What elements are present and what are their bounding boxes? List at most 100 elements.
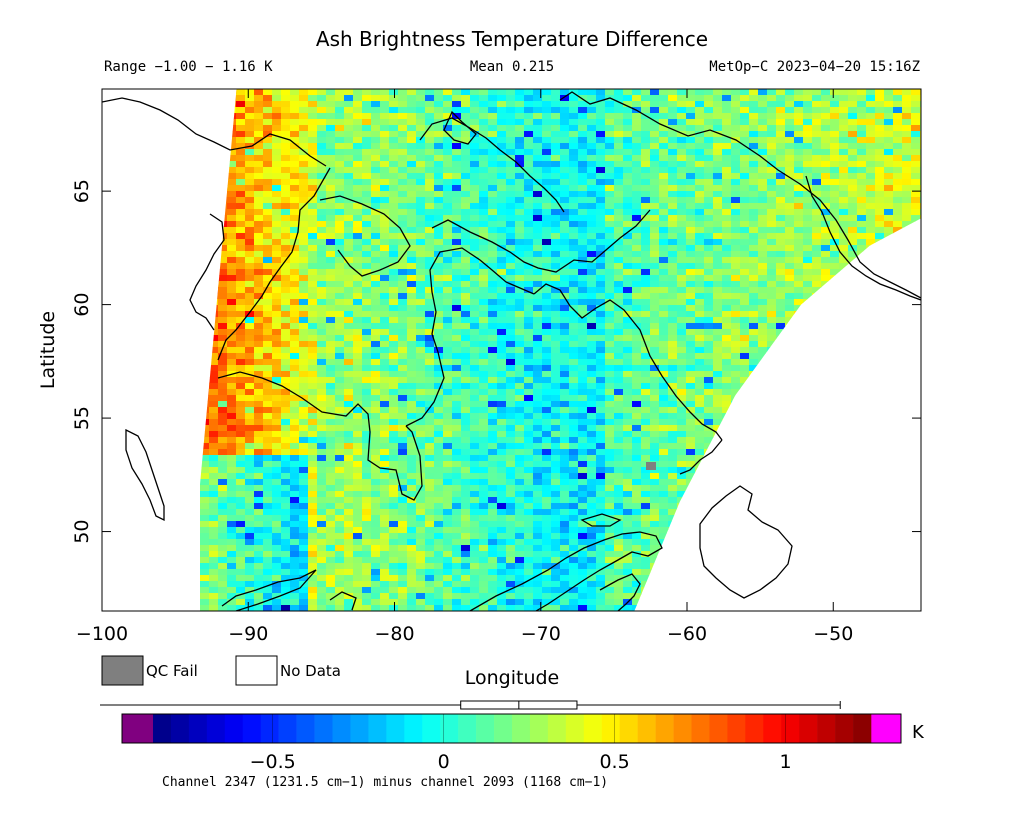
heatmap-cell: [452, 185, 462, 192]
heatmap-cell: [308, 287, 318, 294]
heatmap-cell: [830, 167, 840, 174]
heatmap-cell: [614, 455, 624, 462]
heatmap-cell: [371, 329, 381, 336]
heatmap-cell: [407, 431, 417, 438]
heatmap-cell: [515, 227, 525, 234]
heatmap-cell: [326, 173, 336, 180]
heatmap-cell: [641, 137, 651, 144]
heatmap-cell: [263, 251, 273, 258]
heatmap-cell: [326, 167, 336, 174]
heatmap-cell: [893, 179, 903, 186]
heatmap-cell: [317, 107, 327, 114]
heatmap-cell: [596, 443, 606, 450]
heatmap-cell: [704, 239, 714, 246]
heatmap-cell: [596, 227, 606, 234]
heatmap-cell: [389, 287, 399, 294]
heatmap-cell: [254, 389, 264, 396]
heatmap-cell: [731, 215, 741, 222]
heatmap-cell: [695, 95, 705, 102]
heatmap-cell: [452, 335, 462, 342]
heatmap-cell: [245, 239, 255, 246]
heatmap-cell: [380, 179, 390, 186]
heatmap-cell: [317, 89, 327, 96]
heatmap-cell: [596, 143, 606, 150]
heatmap-cell: [488, 269, 498, 276]
heatmap-cell: [389, 101, 399, 108]
heatmap-cell: [227, 161, 237, 168]
heatmap-cell: [326, 221, 336, 228]
heatmap-cell: [308, 389, 318, 396]
heatmap-cell: [299, 455, 309, 462]
heatmap-cell: [695, 155, 705, 162]
heatmap-cell: [488, 89, 498, 96]
heatmap-cell: [587, 281, 597, 288]
heatmap-cell: [551, 191, 561, 198]
heatmap-cell: [623, 305, 633, 312]
heatmap-cell: [587, 335, 597, 342]
heatmap-cell: [398, 347, 408, 354]
heatmap-cell: [245, 389, 255, 396]
heatmap-cell: [416, 125, 426, 132]
heatmap-cell: [677, 401, 687, 408]
heatmap-cell: [434, 383, 444, 390]
heatmap-cell: [515, 221, 525, 228]
heatmap-cell: [488, 227, 498, 234]
heatmap-cell: [452, 449, 462, 456]
heatmap-cell: [344, 443, 354, 450]
heatmap-cell: [290, 431, 300, 438]
heatmap-cell: [587, 443, 597, 450]
heatmap-cell: [803, 233, 813, 240]
heatmap-cell: [470, 401, 480, 408]
heatmap-cell: [749, 101, 759, 108]
heatmap-cell: [344, 269, 354, 276]
heatmap-cell: [497, 431, 507, 438]
heatmap-cell: [461, 389, 471, 396]
heatmap-cell: [632, 383, 642, 390]
heatmap-cell: [443, 413, 453, 420]
heatmap-cell: [479, 101, 489, 108]
heatmap-cell: [668, 329, 678, 336]
heatmap-cell: [560, 323, 570, 330]
heatmap-cell: [560, 227, 570, 234]
heatmap-cell: [380, 257, 390, 264]
heatmap-cell: [686, 371, 696, 378]
heatmap-cell: [443, 443, 453, 450]
heatmap-cell: [785, 209, 795, 216]
heatmap-cell: [254, 251, 264, 258]
heatmap-cell: [236, 281, 246, 288]
heatmap-cell: [731, 347, 741, 354]
heatmap-cell: [344, 425, 354, 432]
heatmap-cell: [389, 455, 399, 462]
heatmap-cell: [443, 383, 453, 390]
heatmap-cell: [713, 221, 723, 228]
heatmap-cell: [614, 281, 624, 288]
heatmap-cell: [686, 221, 696, 228]
heatmap-cell: [533, 311, 543, 318]
heatmap-cell: [245, 113, 255, 120]
heatmap-cell: [227, 275, 237, 282]
heatmap-cell: [380, 167, 390, 174]
heatmap-cell: [776, 137, 786, 144]
heatmap-cell: [218, 263, 228, 270]
heatmap-cell: [551, 203, 561, 210]
heatmap-cell: [632, 419, 642, 426]
heatmap-cell: [353, 437, 363, 444]
heatmap-cell: [803, 185, 813, 192]
heatmap-cell: [695, 413, 705, 420]
heatmap-cell: [254, 329, 264, 336]
heatmap-cell: [398, 89, 408, 96]
heatmap-cell: [263, 107, 273, 114]
heatmap-cell: [335, 95, 345, 102]
heatmap-cell: [263, 437, 273, 444]
heatmap-cell: [776, 161, 786, 168]
heatmap-cell: [335, 317, 345, 324]
heatmap-cell: [533, 191, 543, 198]
heatmap-cell: [767, 245, 777, 252]
heatmap-cell: [362, 233, 372, 240]
heatmap-cell: [758, 167, 768, 174]
heatmap-cell: [857, 149, 867, 156]
heatmap-cell: [434, 215, 444, 222]
heatmap-cell: [659, 221, 669, 228]
heatmap-cell: [704, 401, 714, 408]
heatmap-cell: [380, 203, 390, 210]
